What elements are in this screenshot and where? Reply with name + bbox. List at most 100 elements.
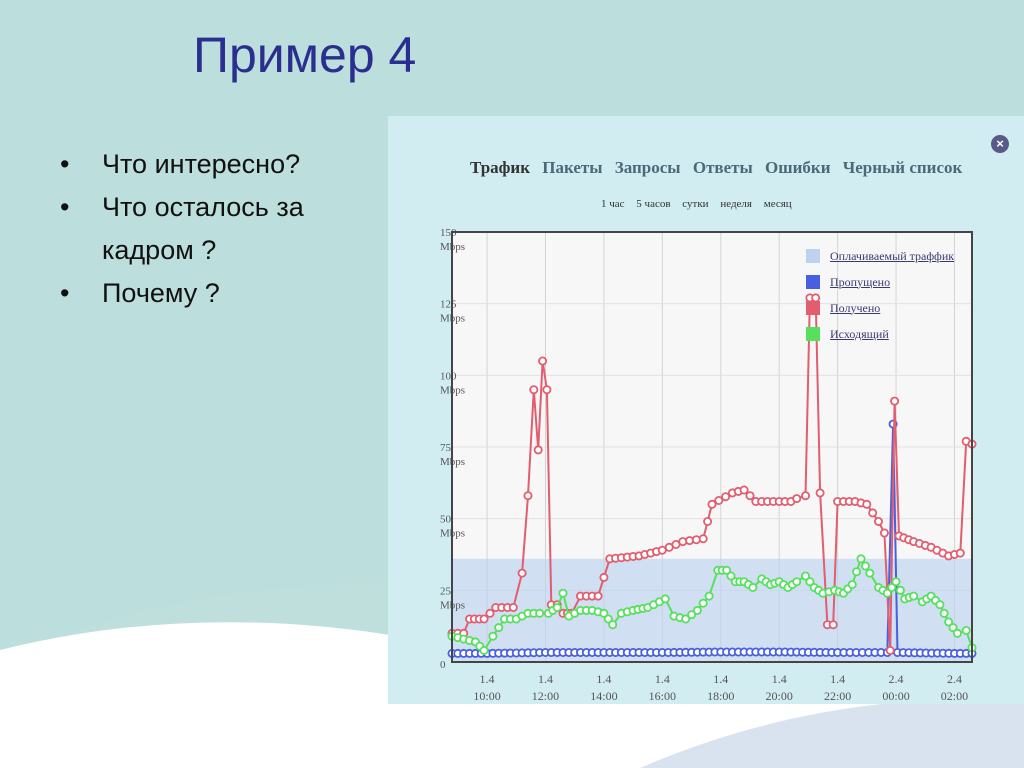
period-month[interactable]: месяц	[763, 198, 792, 210]
data-point-received	[874, 517, 884, 527]
x-tick-date: 1.4	[480, 672, 495, 686]
data-point-received	[879, 528, 889, 538]
x-tick-time: 02:00	[941, 689, 968, 703]
data-point-outgoing	[698, 598, 708, 608]
data-point-outgoing	[909, 591, 919, 601]
traffic-tabs: Трафик Пакеты Запросы Ответы Ошибки Черн…	[470, 158, 970, 178]
period-5h[interactable]: 5 часов	[636, 198, 671, 210]
x-tick-date: 1.4	[596, 672, 611, 686]
data-point-outgoing	[952, 628, 962, 638]
data-point-received	[955, 548, 965, 558]
legend-swatch	[806, 249, 820, 263]
data-point-outgoing	[805, 577, 815, 587]
y-tick-label: 75	[440, 442, 452, 454]
legend-label: Получено	[830, 300, 881, 315]
y-tick-label: 0	[440, 659, 446, 671]
data-point-received	[815, 488, 825, 498]
x-tick-time: 16:00	[649, 689, 676, 703]
bullet-list: Что интересно? Что осталось за кадром ? …	[60, 143, 380, 315]
legend-item-billed[interactable]: Оплачиваемый траффик	[806, 243, 954, 269]
legend-label: Исходящий	[830, 326, 889, 341]
tab-responses[interactable]: Ответы	[692, 158, 753, 177]
tab-traffic[interactable]: Трафик	[470, 158, 530, 177]
legend-item-outgoing[interactable]: Исходящий	[806, 321, 954, 347]
slide-title: Пример 4	[193, 27, 417, 83]
data-point-outgoing	[494, 623, 504, 633]
data-point-outgoing	[895, 585, 905, 595]
data-point-outgoing	[882, 588, 892, 598]
data-point-received	[714, 495, 724, 505]
legend-item-dropped[interactable]: Пропущено	[806, 269, 954, 295]
data-point-outgoing	[599, 608, 609, 618]
x-tick-time: 18:00	[707, 689, 734, 703]
period-week[interactable]: неделя	[720, 198, 752, 210]
data-point-outgoing	[847, 580, 857, 590]
data-point-received	[533, 445, 543, 455]
period-1h[interactable]: 1 час	[601, 198, 625, 210]
data-point-outgoing	[704, 591, 714, 601]
data-point-received	[745, 491, 755, 501]
data-point-outgoing	[722, 565, 732, 575]
data-point-outgoing	[865, 568, 875, 578]
data-point-outgoing	[535, 608, 545, 618]
legend-swatch	[806, 301, 820, 315]
data-point-outgoing	[852, 567, 862, 577]
data-point-received	[792, 494, 802, 504]
data-point-outgoing	[558, 588, 568, 598]
data-point-received	[707, 499, 717, 509]
data-point-outgoing	[748, 583, 758, 593]
x-tick-time: 00:00	[882, 689, 909, 703]
y-tick-label: 50	[440, 514, 452, 526]
data-point-received	[542, 385, 552, 395]
x-tick-date: 1.4	[713, 672, 728, 686]
data-point-outgoing	[608, 620, 618, 630]
x-tick-date: 1.4	[538, 672, 553, 686]
data-point-outgoing	[948, 623, 958, 633]
tab-packets[interactable]: Пакеты	[542, 158, 603, 177]
data-point-received	[485, 608, 495, 618]
data-point-received	[885, 646, 895, 656]
data-point-outgoing	[792, 577, 802, 587]
x-tick-date: 1.4	[655, 672, 670, 686]
x-tick-time: 10:00	[473, 689, 500, 703]
data-point-outgoing	[891, 577, 901, 587]
legend-label: Оплачиваемый траффик	[830, 248, 955, 263]
data-point-outgoing	[726, 571, 736, 581]
x-tick-date: 1.4	[830, 672, 845, 686]
x-tick-time: 12:00	[532, 689, 559, 703]
legend-item-received[interactable]: Получено	[806, 295, 954, 321]
data-point-outgoing	[801, 571, 811, 581]
data-point-received	[593, 591, 603, 601]
data-point-outgoing	[935, 600, 945, 610]
period-day[interactable]: сутки	[682, 198, 709, 210]
data-point-received	[538, 356, 548, 366]
data-point-received	[868, 508, 878, 518]
data-point-received	[801, 491, 811, 501]
data-point-outgoing	[692, 605, 702, 615]
bullet-item: Почему ?	[60, 272, 380, 315]
data-point-received	[599, 572, 609, 582]
data-point-received	[479, 614, 489, 624]
data-point-received	[703, 517, 713, 527]
data-point-outgoing	[961, 626, 971, 636]
y-tick-label: 125	[440, 299, 457, 311]
tab-requests[interactable]: Запросы	[614, 158, 681, 177]
data-point-received	[508, 603, 518, 613]
legend-label: Пропущено	[830, 274, 891, 289]
data-point-outgoing	[860, 561, 870, 571]
x-tick-time: 20:00	[766, 689, 793, 703]
x-tick-time: 22:00	[824, 689, 851, 703]
close-icon[interactable]: ×	[991, 135, 1009, 153]
x-tick-date: 2.4	[889, 672, 904, 686]
data-point-received	[828, 620, 838, 630]
plot-frame	[451, 231, 973, 663]
data-point-received	[890, 396, 900, 406]
data-point-outgoing	[479, 646, 489, 656]
data-point-outgoing	[488, 631, 498, 641]
tab-blacklist[interactable]: Черный список	[842, 158, 963, 177]
data-point-outgoing	[660, 594, 670, 604]
y-tick-label: 25	[440, 585, 452, 597]
data-point-outgoing	[552, 603, 562, 613]
bullet-item: Что интересно?	[60, 143, 380, 186]
tab-errors[interactable]: Ошибки	[765, 158, 831, 177]
